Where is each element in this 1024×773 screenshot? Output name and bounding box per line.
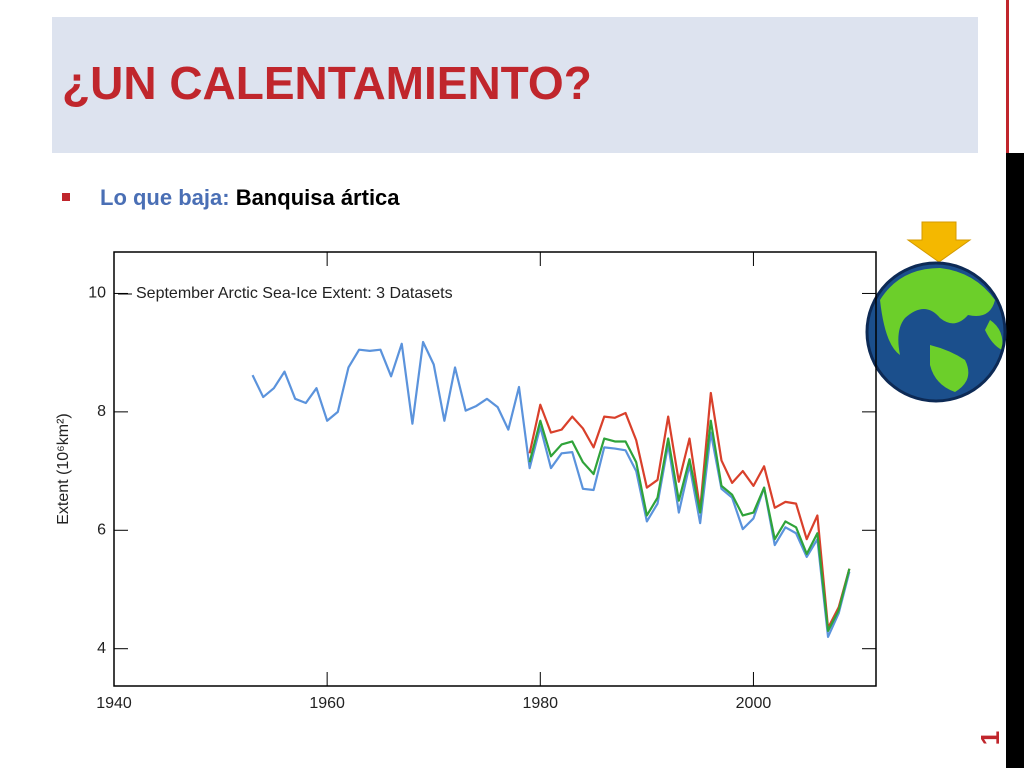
series-line [528,419,851,633]
side-bar [1006,153,1024,768]
series-line [528,391,851,630]
y-tick-label: 10 [88,285,106,302]
series-line [251,340,851,638]
side-stripe [1006,0,1009,153]
x-tick-label: 1980 [522,695,558,712]
bullet-label: Lo que baja: [100,185,230,210]
chart-title: September Arctic Sea-Ice Extent: 3 Datas… [136,285,453,302]
y-tick-label: 4 [97,640,106,657]
y-axis-label: Extent (10⁶km²) [55,413,72,525]
side-bar-top [1006,0,1024,153]
y-tick-label: 6 [97,521,106,538]
bullet-line: Lo que baja: Banquisa ártica [100,185,400,210]
plot-frame [113,251,877,687]
slide-title: ¿UN CALENTAMIENTO? [62,57,592,109]
bullet-text: Banquisa ártica [236,185,401,210]
y-tick-label: 8 [97,403,106,420]
globe-icon [865,221,1007,403]
x-tick-label: 2000 [736,695,772,712]
bullet [62,193,70,201]
page-number: 1 [975,731,1005,745]
x-tick-label: 1940 [96,695,132,712]
x-tick-label: 1960 [309,695,345,712]
title-banner [52,17,978,153]
